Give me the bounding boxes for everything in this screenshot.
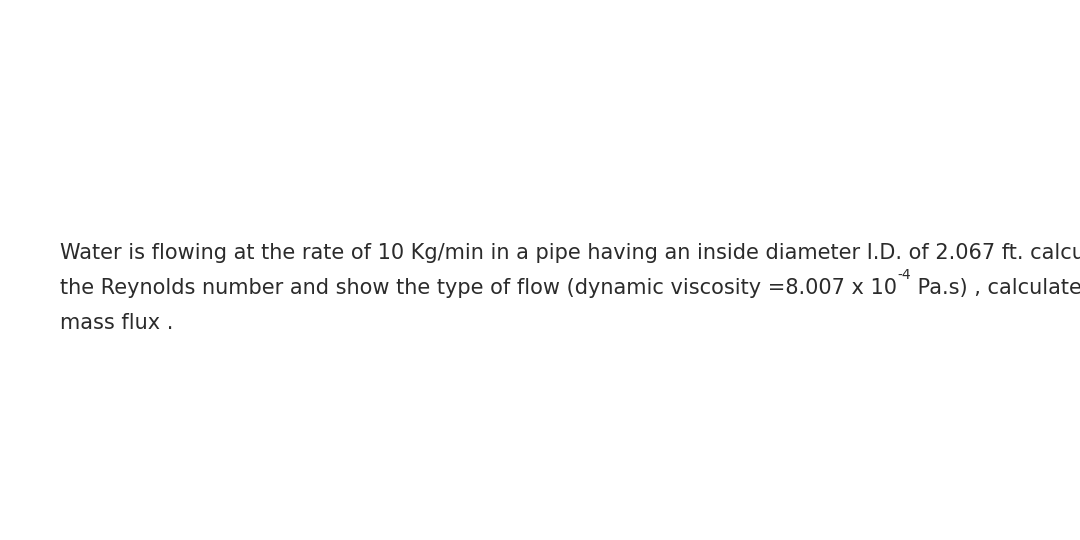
Text: Pa.s) , calculate the: Pa.s) , calculate the bbox=[910, 278, 1080, 298]
Text: Water is flowing at the rate of 10 Kg/min in a pipe having an inside diameter I.: Water is flowing at the rate of 10 Kg/mi… bbox=[60, 242, 1080, 262]
Text: the Reynolds number and show the type of flow (dynamic viscosity =8.007 x 10: the Reynolds number and show the type of… bbox=[60, 278, 897, 298]
Text: -4: -4 bbox=[897, 268, 910, 282]
Text: mass flux .: mass flux . bbox=[60, 313, 174, 333]
